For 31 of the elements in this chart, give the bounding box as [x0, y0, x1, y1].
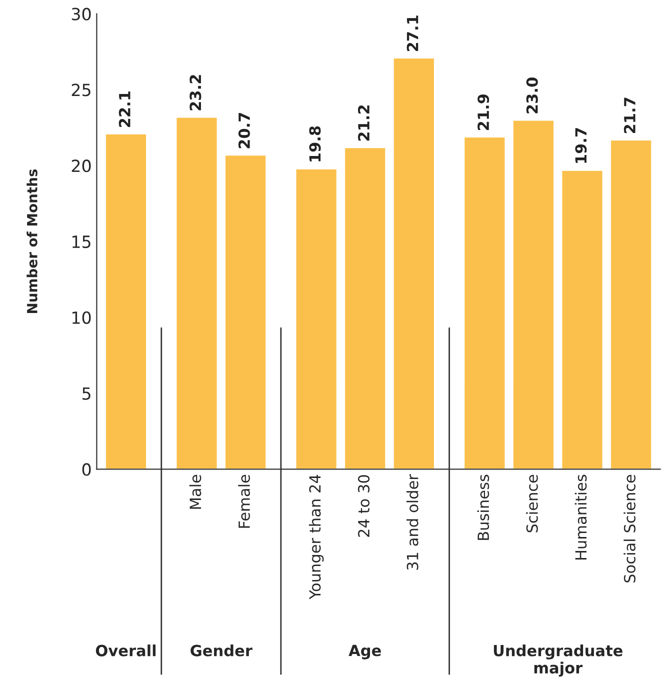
data-label: 23.0: [526, 78, 538, 114]
data-label: 19.7: [575, 128, 587, 163]
x-tick-label: Female: [238, 474, 250, 528]
data-label: 21.2: [358, 105, 370, 141]
data-label: 21.7: [624, 98, 636, 134]
x-tick-label: Younger than 24: [308, 474, 324, 600]
y-tick-label: 20: [72, 160, 91, 172]
y-tick-label: 25: [72, 84, 90, 96]
x-tick-label: Business: [477, 474, 490, 540]
text: Gender: [190, 644, 252, 656]
text: Age: [348, 644, 381, 660]
text: Undergraduate major: [494, 644, 622, 677]
data-label: 21.9: [478, 94, 490, 130]
x-tick-label: Humanities: [574, 474, 587, 560]
data-label: 27.1: [406, 16, 418, 52]
x-tick-label: 24 to 30: [358, 475, 370, 537]
y-axis-title: Number of Months: [26, 169, 38, 313]
data-label: 20.7: [238, 112, 250, 148]
y-tick-label: 0: [82, 463, 91, 476]
x-tick-label: Social Science: [624, 474, 636, 582]
data-label: 22.1: [118, 92, 130, 127]
y-tick-label: 10: [72, 311, 91, 324]
text: Overall: [96, 644, 156, 656]
x-tick-label: Science: [526, 474, 538, 532]
data-label: 23.2: [190, 75, 202, 110]
y-tick-label: 30: [72, 8, 91, 20]
x-tick-label: 31 and older: [406, 474, 418, 570]
data-label: 19.8: [309, 126, 321, 162]
x-tick-label: Male: [189, 474, 202, 509]
y-tick-label: 5: [82, 387, 90, 400]
y-tick-label: 15: [72, 236, 90, 248]
